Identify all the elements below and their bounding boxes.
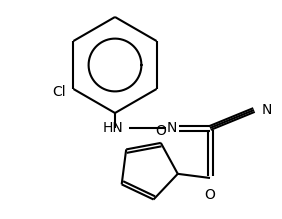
Text: O: O xyxy=(204,188,215,202)
Text: N: N xyxy=(262,103,272,117)
Text: Cl: Cl xyxy=(52,85,65,99)
Text: HN: HN xyxy=(103,121,124,135)
Text: N: N xyxy=(167,121,177,135)
Text: O: O xyxy=(155,124,166,138)
